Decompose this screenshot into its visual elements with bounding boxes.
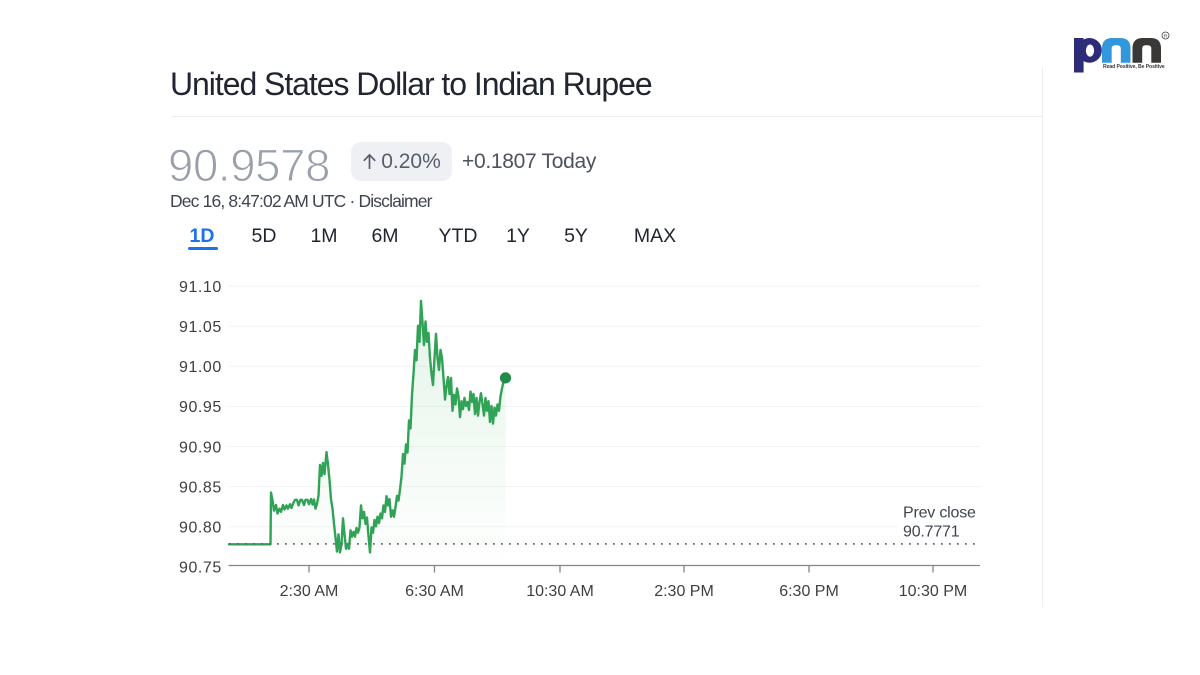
svg-text:90.7771: 90.7771 — [903, 524, 960, 541]
svg-text:2:30 AM: 2:30 AM — [280, 583, 339, 600]
svg-text:Read Positive, Be Positive: Read Positive, Be Positive — [1103, 64, 1165, 70]
svg-text:91.00: 91.00 — [179, 359, 222, 376]
svg-text:10:30 AM: 10:30 AM — [526, 583, 594, 600]
svg-text:90.85: 90.85 — [179, 479, 222, 496]
svg-text:6:30 PM: 6:30 PM — [779, 583, 839, 600]
svg-text:R: R — [1164, 34, 1168, 40]
svg-text:2:30 PM: 2:30 PM — [654, 583, 714, 600]
svg-text:90.90: 90.90 — [179, 439, 222, 456]
svg-text:10:30 PM: 10:30 PM — [899, 583, 967, 600]
svg-text:91.05: 91.05 — [179, 319, 222, 336]
svg-text:90.80: 90.80 — [179, 520, 222, 537]
svg-text:6:30 AM: 6:30 AM — [405, 583, 464, 600]
svg-text:91.10: 91.10 — [179, 279, 222, 296]
svg-text:Prev close: Prev close — [903, 505, 976, 522]
svg-text:90.95: 90.95 — [179, 399, 222, 416]
svg-text:90.75: 90.75 — [179, 560, 222, 577]
